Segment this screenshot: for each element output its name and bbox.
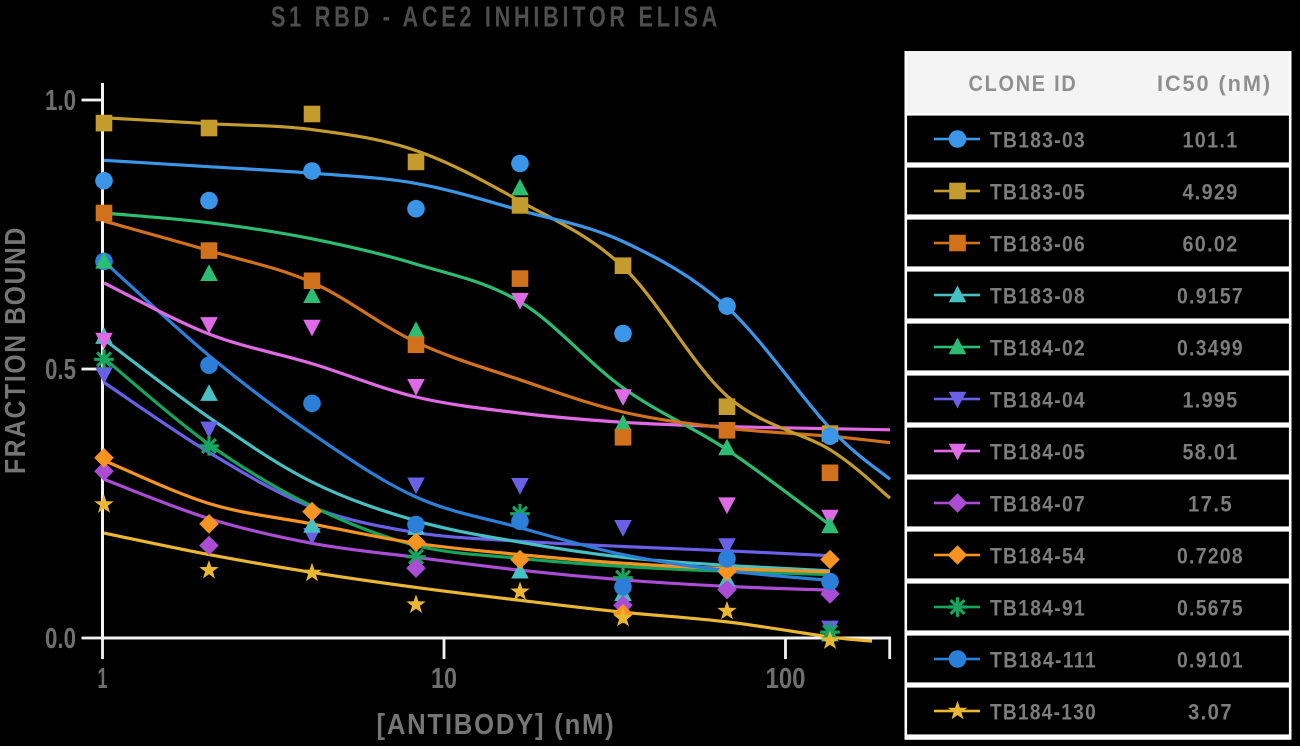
svg-text:1: 1 — [98, 663, 108, 695]
svg-text:TB184-54: TB184-54 — [990, 543, 1086, 568]
svg-text:101.1: 101.1 — [1183, 127, 1239, 152]
svg-text:IC50 (nM): IC50 (nM) — [1157, 71, 1272, 96]
svg-text:1.0: 1.0 — [45, 85, 76, 117]
svg-text:TB184-130: TB184-130 — [990, 699, 1097, 724]
svg-text:TB184-02: TB184-02 — [990, 335, 1086, 360]
svg-text:60.02: 60.02 — [1183, 231, 1239, 256]
svg-text:[ANTIBODY] (nM): [ANTIBODY] (nM) — [377, 709, 616, 741]
svg-text:TB184-07: TB184-07 — [990, 491, 1086, 516]
svg-text:TB183-08: TB183-08 — [990, 283, 1086, 308]
svg-text:TB183-05: TB183-05 — [990, 179, 1086, 204]
svg-text:100: 100 — [766, 663, 806, 695]
svg-text:TB184-05: TB184-05 — [990, 439, 1086, 464]
svg-text:TB183-03: TB183-03 — [990, 127, 1086, 152]
svg-text:58.01: 58.01 — [1183, 439, 1239, 464]
svg-text:0.9157: 0.9157 — [1177, 283, 1244, 308]
svg-text:17.5: 17.5 — [1188, 491, 1233, 516]
svg-text:TB184-91: TB184-91 — [990, 595, 1086, 620]
svg-text:S1 RBD - ACE2 INHIBITOR ELISA: S1 RBD - ACE2 INHIBITOR ELISA — [271, 2, 721, 34]
svg-text:TB184-04: TB184-04 — [990, 387, 1086, 412]
svg-text:3.07: 3.07 — [1188, 699, 1233, 724]
svg-text:CLONE ID: CLONE ID — [969, 71, 1078, 96]
svg-text:TB183-06: TB183-06 — [990, 231, 1086, 256]
svg-text:4.929: 4.929 — [1183, 179, 1239, 204]
svg-text:10: 10 — [431, 663, 457, 695]
svg-text:0.9101: 0.9101 — [1177, 647, 1244, 672]
svg-text:FRACTION BOUND: FRACTION BOUND — [0, 226, 32, 474]
svg-text:0.3499: 0.3499 — [1177, 335, 1244, 360]
svg-text:0.5675: 0.5675 — [1177, 595, 1244, 620]
svg-text:TB184-111: TB184-111 — [990, 647, 1097, 672]
svg-text:0.7208: 0.7208 — [1177, 543, 1244, 568]
svg-text:0.0: 0.0 — [45, 623, 76, 655]
svg-text:0.5: 0.5 — [45, 354, 76, 386]
svg-text:1.995: 1.995 — [1183, 387, 1239, 412]
